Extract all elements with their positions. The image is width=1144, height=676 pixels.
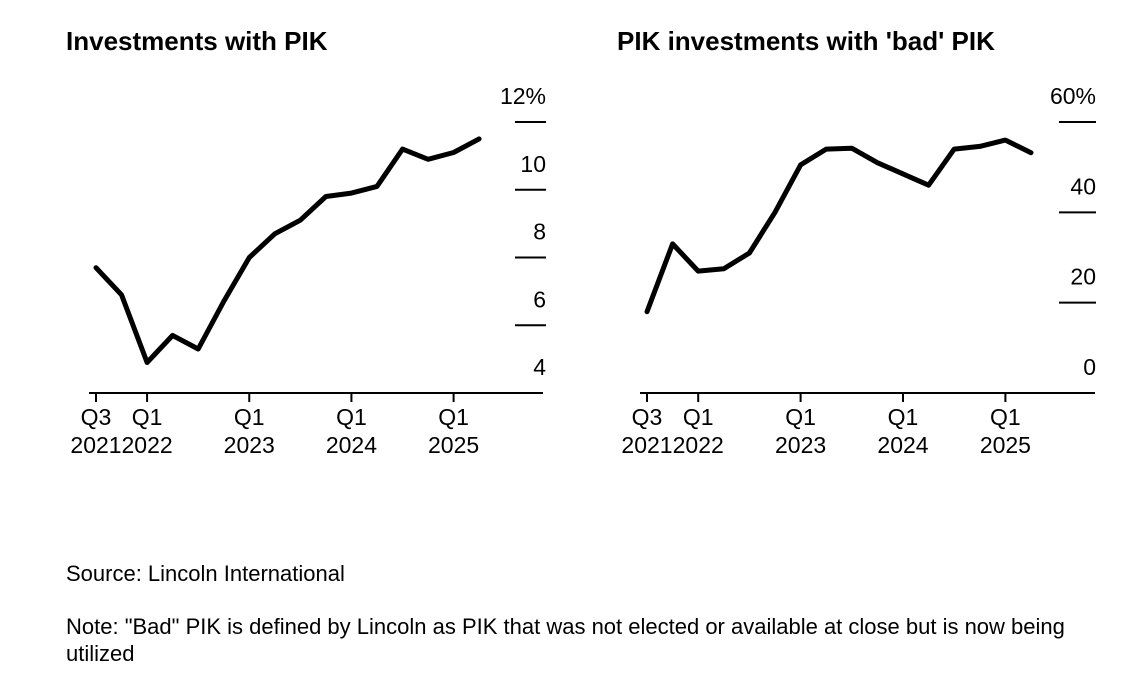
x-tick-label-year: 2022 [121,432,172,458]
y-tick-label: 8 [533,219,546,245]
y-tick-label: 4 [533,354,546,380]
x-tick-label-quarter: Q1 [234,404,265,430]
chart-title: Investments with PIK [66,26,328,56]
footnote: Note: "Bad" PIK is defined by Lincoln as… [66,614,1065,666]
x-tick-label-quarter: Q1 [336,404,367,430]
x-tick-label-quarter: Q1 [990,404,1021,430]
chart-bad-pik-share: PIK investments with 'bad' PIKQ32021Q120… [617,26,1096,458]
x-tick-label-quarter: Q1 [438,404,469,430]
x-tick-label-quarter: Q1 [785,404,816,430]
x-tick-label-quarter: Q1 [888,404,919,430]
x-tick-label-year: 2023 [775,432,826,458]
x-tick-label-year: 2022 [673,432,724,458]
chart-title: PIK investments with 'bad' PIK [617,26,995,56]
x-tick-label-quarter: Q3 [632,404,663,430]
x-tick-label-quarter: Q1 [132,404,163,430]
x-tick-label-quarter: Q3 [81,404,112,430]
x-tick-label-quarter: Q1 [683,404,714,430]
y-tick-label: 20 [1070,264,1096,290]
chart-investments-with-pik: Investments with PIKQ32021Q12022Q12023Q1… [66,26,546,458]
x-tick-label-year: 2024 [326,432,377,458]
x-tick-label-year: 2021 [70,432,121,458]
y-tick-label: 0 [1083,354,1096,380]
series-line [644,137,1034,315]
y-tick-label: 40 [1070,173,1096,199]
x-tick-label-year: 2025 [980,432,1031,458]
x-tick-label-year: 2021 [621,432,672,458]
y-tick-label: 6 [533,286,546,312]
x-tick-label-year: 2025 [428,432,479,458]
y-tick-label: 60% [1050,83,1096,109]
y-tick-label: 12% [500,83,546,109]
x-tick-label-year: 2023 [224,432,275,458]
source-note: Source: Lincoln International [66,561,345,586]
x-tick-label-year: 2024 [877,432,928,458]
series-line [93,136,482,365]
y-tick-label: 10 [520,151,546,177]
